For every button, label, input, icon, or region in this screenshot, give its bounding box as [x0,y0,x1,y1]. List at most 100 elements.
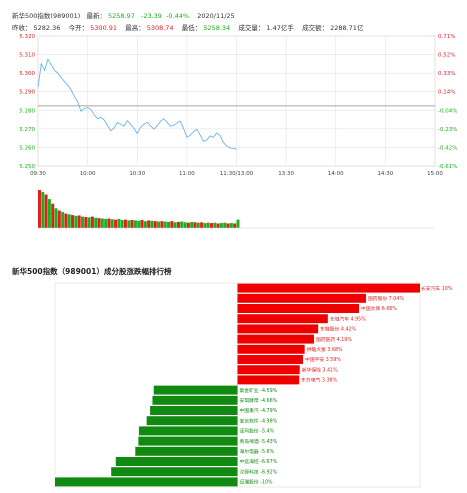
ranking-bar-label: 宝信软件 -4.98% [240,417,278,424]
volume-bar [84,216,88,228]
volume-bar [160,221,164,228]
price-y-tick-label: 5.300 [19,71,35,77]
latest-value: 5258.97 [107,12,135,20]
volume-bar [213,222,217,228]
volume-bar [150,220,154,228]
time-x-tick-label: 09:30 [30,171,46,177]
ranking-bar [153,385,238,395]
volume-bar [57,210,61,228]
volume-label: 成交量： [238,24,265,32]
ranking-bar [55,477,238,487]
time-x-tick-label: 11:30/13:00 [220,171,254,177]
volume-bar [143,221,147,228]
volume-bar [67,214,71,228]
volume-bar [173,222,177,228]
change-value: -23.39 [140,12,162,20]
ranking-bar [237,304,360,313]
time-x-tick-label: 14:30 [377,171,393,177]
volume-bar [147,220,151,228]
ranking-bar [237,293,366,303]
volume-bar [44,194,48,228]
volume-bar [176,221,180,228]
volume-bar [190,221,194,228]
index-name: 新华500指数(989001) [12,12,81,20]
turnover-label: 成交额： [302,24,329,32]
time-x-tick-label: 15:00 [427,171,443,177]
ranking-bar-label: 中国平安 3.59% [305,356,341,363]
ranking-bar-label: 紫金矿业 -4.59% [240,387,278,394]
quote-header-row1: 新华500指数(989001) 最新： 5258.97 -23.39 -0.44%… [12,10,237,20]
volume-bar [206,222,210,228]
high-value: 5308.74 [146,24,174,32]
ranking-bar-label: 国药医药 4.19% [316,336,352,343]
volume-bar [114,219,118,228]
volume-bar [127,220,131,228]
volume-bar [183,222,187,228]
volume-bar [81,216,84,228]
prev-close-value: 5282.36 [33,24,61,32]
volume-bar [196,222,200,228]
pct-y-tick-label: 0.52% [438,53,455,59]
volume-bar [216,223,220,228]
turnover-value: 2288.71亿 [330,24,364,32]
volume-bar [200,222,204,228]
price-y-tick-label: 5.260 [19,145,35,151]
pct-y-tick-label: -0.42% [438,145,457,151]
volume-bar [223,222,227,228]
volume-bar [87,217,91,228]
price-line-series [37,58,237,150]
open-value: 5300.91 [90,24,117,32]
ranking-bar-label: 安琪酵母 -4.66% [240,397,278,404]
volume-bar [133,220,137,228]
volume-bar [100,218,104,228]
ranking-bar [152,395,238,405]
intraday-chart: 5.320 0.71% 5.310 0.52% 5.300 0.33% 5.290 0.14%… [19,34,457,229]
ranking-bar [237,344,305,354]
ranking-bar [237,375,300,385]
ranking-bar-label: 中国重汽 -4.79% [240,407,278,414]
volume-bar [107,218,111,228]
volume-bar [233,223,237,228]
volume-bar [229,223,233,228]
pct-y-tick-label: -0.23% [438,127,457,133]
volume-bar [236,219,240,228]
volume-bar [38,190,41,228]
ranking-bar [115,457,238,466]
volume-bar [117,218,121,228]
ranking-bar [138,426,238,436]
volume-bar [137,220,141,228]
pct-y-tick-label: -0.61% [438,164,457,170]
volume-bar [186,222,190,228]
volume-bar [64,213,68,228]
ranking-bar [237,355,304,364]
ranking-bar-label: 汉得科技 -6.92% [240,468,278,475]
volume-bar [157,221,161,228]
volume-bar [90,216,94,228]
prev-close-label: 昨收： [12,24,32,32]
volume-bar [203,223,207,228]
ranking-bar [146,416,238,426]
ranking-bar [150,406,238,415]
volume-bar [77,215,81,228]
quote-date: 2020/11/25 [197,12,235,20]
ranking-bar-label: 中远海控 -6.67% [240,458,278,465]
pct-y-tick-label: 0.14% [438,90,455,96]
volume-bar [51,203,55,228]
volume-bar [193,222,197,228]
ranking-bar-label: 东方电气 3.38% [301,377,337,384]
low-label: 最低： [181,24,202,32]
change-pct: -0.44% [166,12,190,20]
price-y-tick-label: 5.270 [19,127,35,133]
volume-bar [74,215,78,228]
volume-bar [219,223,223,228]
time-x-tick-label: 14:00 [328,171,344,177]
price-y-tick-label: 5.290 [19,90,35,96]
time-x-tick-label: 10:30 [129,171,145,177]
price-y-tick-label: 5.280 [19,108,35,114]
ranking-bar-label: 迈瑞股份 -10% [240,479,274,486]
volume-bar [210,223,214,228]
pct-y-tick-label: 0.71% [438,34,455,40]
pct-y-tick-label: 0.33% [438,71,455,77]
ranking-bar [138,436,238,446]
volume-bar [130,220,134,228]
